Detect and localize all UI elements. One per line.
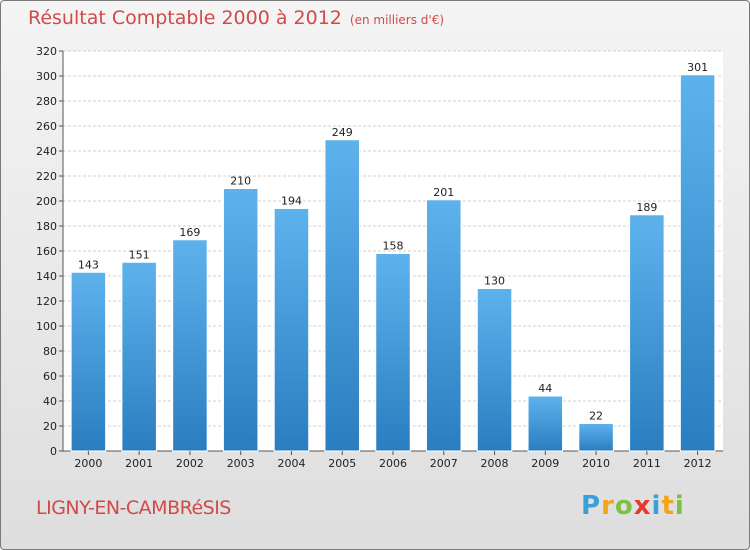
bar-2001 [121, 261, 157, 452]
x-tick-label: 2007 [430, 457, 458, 470]
bar-value-label: 158 [383, 240, 404, 253]
x-tick-label: 2011 [633, 457, 661, 470]
x-tick-label: 2008 [481, 457, 509, 470]
bar-value-label: 249 [332, 126, 353, 139]
y-tick-label: 60 [43, 370, 57, 383]
x-tick-label: 2000 [74, 457, 102, 470]
y-tick-label: 320 [36, 45, 57, 58]
logo-letter: x [633, 491, 652, 521]
x-tick-label: 2001 [125, 457, 153, 470]
bar-2003 [222, 188, 259, 452]
bar-2005 [324, 139, 360, 452]
bar-2000 [70, 271, 107, 452]
bar-value-label: 194 [281, 195, 302, 208]
logo-letter: P [581, 491, 602, 521]
y-tick-label: 120 [36, 295, 57, 308]
logo-letter: i [674, 491, 685, 521]
bar-2002 [172, 239, 208, 452]
y-tick-label: 80 [43, 345, 57, 358]
chart-title-block: Résultat Comptable 2000 à 2012 (en millie… [28, 7, 444, 29]
logo-letter: i [651, 491, 662, 521]
bar-2010 [578, 423, 614, 452]
x-tick-label: 2006 [379, 457, 407, 470]
y-tick-label: 160 [36, 245, 57, 258]
bar-value-label: 301 [687, 61, 708, 74]
logo-letter: r [601, 491, 615, 521]
proxiti-logo: Proxiti [581, 491, 685, 521]
y-tick-label: 40 [43, 395, 57, 408]
bar-2009 [527, 395, 564, 452]
y-tick-label: 0 [50, 445, 57, 458]
x-tick-label: 2002 [176, 457, 204, 470]
chart-title: Résultat Comptable 2000 à 2012 [28, 7, 342, 29]
y-tick-label: 260 [36, 120, 57, 133]
y-tick-label: 140 [36, 270, 57, 283]
bar-value-label: 44 [538, 382, 552, 395]
y-tick-label: 200 [36, 195, 57, 208]
y-tick-label: 280 [36, 95, 57, 108]
bar-value-label: 189 [636, 201, 657, 214]
bar-2008 [476, 288, 513, 452]
bar-value-label: 130 [484, 275, 505, 288]
bar-2012 [679, 74, 716, 452]
commune-name: LIGNY-EN-CAMBRéSIS [36, 497, 231, 519]
y-tick-label: 20 [43, 420, 57, 433]
y-tick-label: 100 [36, 320, 57, 333]
x-tick-label: 2010 [582, 457, 610, 470]
x-tick-label: 2004 [277, 457, 305, 470]
y-tick-label: 220 [36, 170, 57, 183]
x-tick-label: 2003 [227, 457, 255, 470]
x-tick-label: 2009 [531, 457, 559, 470]
bar-value-label: 169 [179, 226, 200, 239]
y-tick-label: 240 [36, 145, 57, 158]
bar-2004 [273, 208, 310, 452]
y-tick-label: 180 [36, 220, 57, 233]
bar-value-label: 201 [433, 186, 454, 199]
logo-letter: o [614, 491, 634, 521]
y-tick-label: 300 [36, 70, 57, 83]
bar-value-label: 143 [78, 258, 99, 271]
logo-letter: t [661, 491, 675, 521]
bar-2006 [375, 253, 411, 452]
bar-2011 [629, 214, 665, 452]
bar-2007 [426, 199, 462, 452]
x-tick-label: 2005 [328, 457, 356, 470]
x-tick-label: 2012 [684, 457, 712, 470]
bar-value-label: 151 [129, 248, 150, 261]
bar-value-label: 210 [230, 175, 251, 188]
bar-value-label: 22 [589, 410, 603, 423]
chart-subtitle: (en milliers d'€) [349, 13, 445, 27]
